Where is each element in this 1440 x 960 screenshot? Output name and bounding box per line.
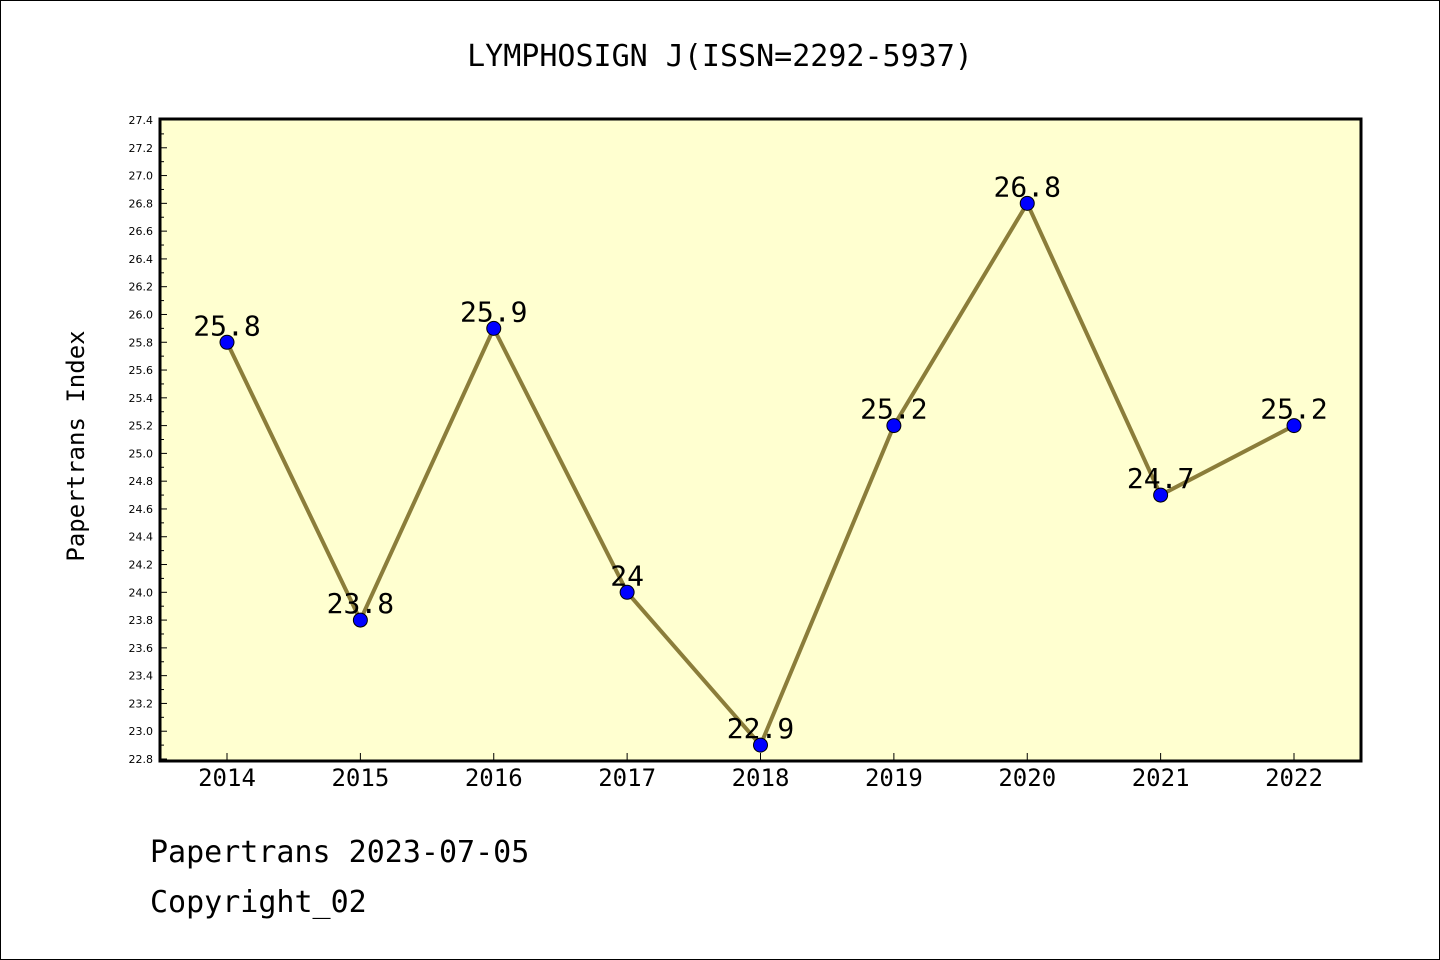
data-point-marker xyxy=(619,584,635,600)
data-point-marker xyxy=(352,612,368,628)
y-tick-label: 26.4 xyxy=(129,253,154,266)
plot-area xyxy=(158,117,1363,763)
x-tick-label: 2017 xyxy=(598,764,656,792)
data-point-marker xyxy=(886,418,902,434)
y-tick-label: 26.0 xyxy=(129,308,154,321)
data-point-label: 25.9 xyxy=(460,295,527,328)
data-point-label: 23.8 xyxy=(327,587,394,620)
data-point-label: 24 xyxy=(610,559,644,592)
y-tick-label: 24.2 xyxy=(129,559,154,572)
x-tick-label: 2019 xyxy=(865,764,923,792)
data-point-label: 25.2 xyxy=(1260,393,1327,426)
y-axis: 22.8 23.0 23.2 23.4 23.6 23.8 24.0 24.2 24.4 24.6… xyxy=(129,114,167,766)
data-point-label: 22.9 xyxy=(727,712,794,745)
y-tick-label: 24.4 xyxy=(129,531,154,544)
data-label-group: 25.8 23.8 25.9 24 22.9 25.2 26.8 24.7 25.2 xyxy=(193,170,1327,745)
x-tick-label: 2022 xyxy=(1265,764,1323,792)
chart-title: LYMPHOSIGN J(ISSN=2292-5937) xyxy=(467,39,973,74)
y-tick-label: 23.4 xyxy=(129,670,154,683)
y-tick-label: 23.6 xyxy=(129,642,154,655)
y-tick-label: 24.6 xyxy=(129,503,154,516)
footer-date-text: Papertrans 2023-07-05 xyxy=(150,835,530,870)
data-point-marker xyxy=(1019,195,1035,211)
data-point-marker xyxy=(753,737,768,753)
y-tick-label: 26.2 xyxy=(129,281,154,294)
y-tick-label: 23.8 xyxy=(129,614,154,627)
y-tick-label: 26.8 xyxy=(129,197,154,210)
y-tick-label: 27.2 xyxy=(129,142,154,155)
marker-group xyxy=(219,195,1302,753)
y-tick-label: 24.0 xyxy=(129,586,154,599)
data-point-label: 24.7 xyxy=(1127,462,1194,495)
y-tick-label: 25.4 xyxy=(129,392,154,405)
x-tick-label: 2020 xyxy=(998,764,1056,792)
y-axis-label: Papertrans Index xyxy=(62,330,90,561)
y-tick-label: 23.0 xyxy=(129,725,154,738)
y-tick-label: 25.0 xyxy=(129,447,154,460)
x-tick-label: 2021 xyxy=(1132,764,1190,792)
y-tick-label: 25.2 xyxy=(129,420,154,433)
data-point-label: 25.8 xyxy=(193,309,260,342)
x-tick-label: 2016 xyxy=(465,764,523,792)
footer-copyright-text: Copyright_02 xyxy=(150,885,367,920)
y-tick-label: 22.8 xyxy=(129,753,154,766)
x-tick-label: 2018 xyxy=(732,764,790,792)
y-tick-label: 27.4 xyxy=(129,114,154,127)
x-tick-label: 2015 xyxy=(331,764,389,792)
y-tick-label: 26.6 xyxy=(129,225,154,238)
data-point-marker xyxy=(1153,487,1169,503)
x-tick-label: 2014 xyxy=(198,764,256,792)
y-tick-label: 27.0 xyxy=(129,170,154,183)
y-tick-label: 25.8 xyxy=(129,336,154,349)
x-axis: 2014 2015 2016 2017 2018 2019 2020 2021 2022 xyxy=(198,753,1323,792)
data-point-marker xyxy=(219,334,235,350)
data-point-label: 25.2 xyxy=(860,393,927,426)
data-point-label: 26.8 xyxy=(994,170,1061,203)
y-tick-label: 23.2 xyxy=(129,697,154,710)
y-tick-label: 24.8 xyxy=(129,475,154,488)
y-tick-label: 25.6 xyxy=(129,364,154,377)
data-point-marker xyxy=(486,320,502,336)
data-point-marker xyxy=(1286,418,1302,434)
